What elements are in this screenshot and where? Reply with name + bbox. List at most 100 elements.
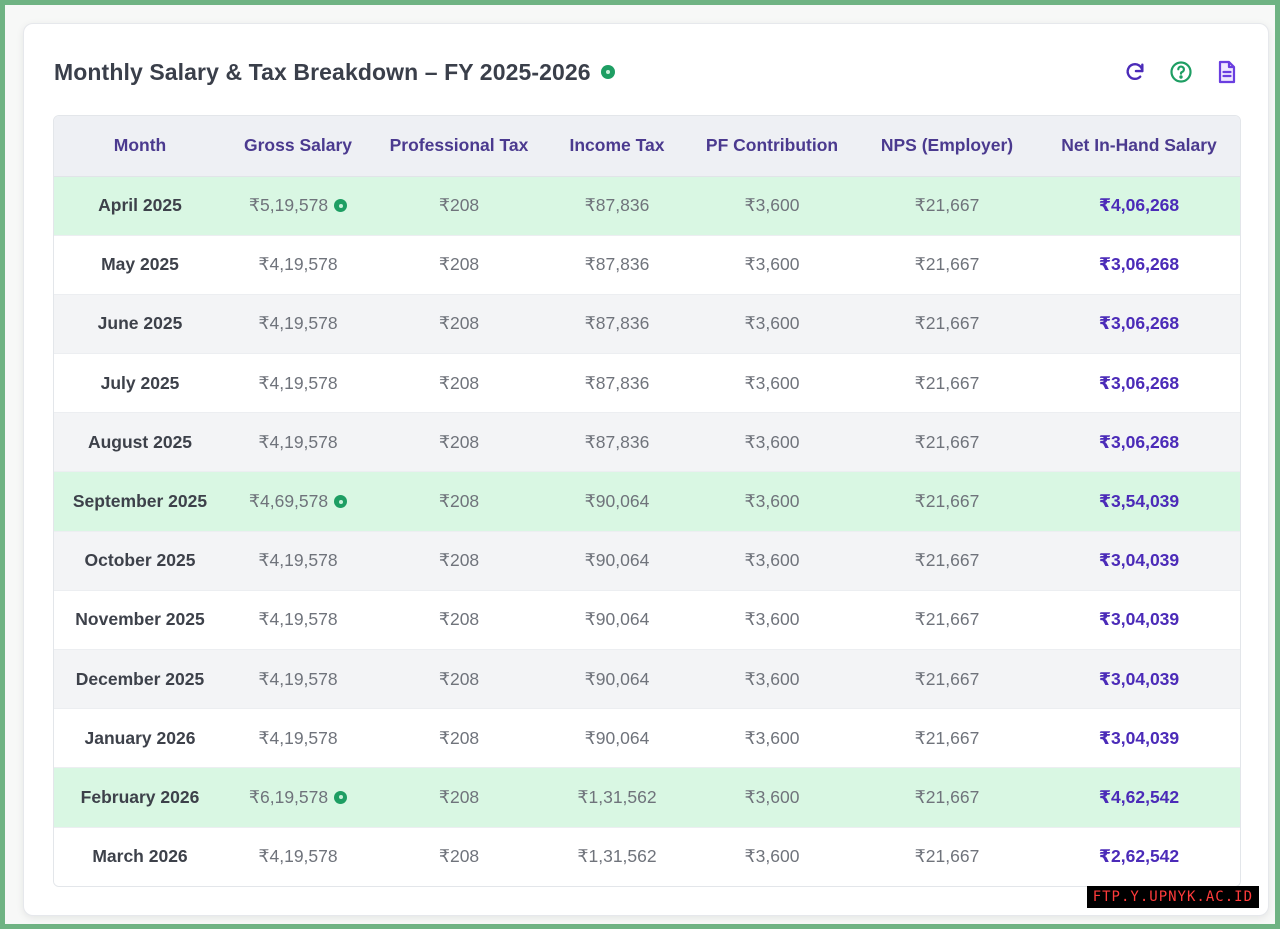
cell-month: August 2025	[54, 412, 226, 473]
cell-professional-tax: ₹208	[370, 294, 548, 355]
gross-salary-value: ₹4,19,578	[258, 550, 338, 571]
export-document-button[interactable]	[1214, 59, 1240, 85]
cell-nps-employer: ₹21,667	[858, 590, 1036, 651]
column-header-professional-tax[interactable]: Professional Tax	[370, 116, 548, 177]
cell-professional-tax: ₹208	[370, 176, 548, 236]
cell-net-in-hand: ₹3,04,039	[1036, 649, 1240, 710]
cell-month: June 2025	[54, 294, 226, 355]
cell-month: July 2025	[54, 353, 226, 414]
gross-salary-value: ₹6,19,578	[248, 786, 329, 807]
cell-pf-contribution: ₹3,600	[686, 590, 858, 651]
gross-salary-wrap: ₹4,69,578	[249, 491, 348, 512]
cell-month: February 2026	[54, 767, 226, 828]
cell-gross-salary: ₹5,19,578	[226, 176, 370, 236]
cell-gross-salary: ₹4,19,578	[226, 590, 370, 651]
cell-pf-contribution: ₹3,600	[686, 412, 858, 473]
title-wrap: Monthly Salary & Tax Breakdown – FY 2025…	[54, 59, 615, 86]
cell-month: May 2025	[54, 235, 226, 295]
document-icon	[1218, 60, 1236, 84]
gross-salary-wrap: ₹4,19,578	[258, 669, 337, 690]
cell-pf-contribution: ₹3,600	[686, 176, 858, 236]
gross-salary-wrap: ₹4,19,578	[258, 609, 337, 630]
cell-professional-tax: ₹208	[370, 412, 548, 473]
cell-nps-employer: ₹21,667	[858, 471, 1036, 532]
table-row: April 2025 ₹5,19,578 ₹208 ₹87,836 ₹3,600 ₹21,…	[54, 176, 1240, 236]
cell-net-in-hand: ₹3,06,268	[1036, 353, 1240, 414]
cell-income-tax: ₹90,064	[548, 590, 686, 651]
cell-pf-contribution: ₹3,600	[686, 708, 858, 769]
cell-professional-tax: ₹208	[370, 827, 548, 886]
gross-salary-wrap: ₹4,19,578	[258, 728, 337, 749]
cell-net-in-hand: ₹3,04,039	[1036, 531, 1240, 591]
bonus-indicator-icon[interactable]	[334, 495, 348, 509]
cell-income-tax: ₹87,836	[548, 235, 686, 295]
cell-month: April 2025	[54, 176, 226, 236]
table-row: September 2025 ₹4,69,578 ₹208 ₹90,064 ₹3,600…	[54, 471, 1240, 532]
table-body: April 2025 ₹5,19,578 ₹208 ₹87,836 ₹3,600 ₹21,…	[54, 176, 1240, 886]
cell-gross-salary: ₹4,69,578	[226, 471, 370, 532]
cell-income-tax: ₹87,836	[548, 176, 686, 236]
gross-salary-wrap: ₹4,19,578	[258, 550, 337, 571]
gross-salary-value: ₹4,19,578	[258, 609, 338, 630]
salary-card: Monthly Salary & Tax Breakdown – FY 2025…	[23, 23, 1269, 916]
cell-net-in-hand: ₹3,06,268	[1036, 412, 1240, 473]
cell-nps-employer: ₹21,667	[858, 708, 1036, 769]
column-header-pf-contribution[interactable]: PF Contribution	[686, 116, 858, 177]
refresh-icon	[1126, 63, 1144, 80]
cell-nps-employer: ₹21,667	[858, 294, 1036, 355]
cell-income-tax: ₹87,836	[548, 353, 686, 414]
cell-month: November 2025	[54, 590, 226, 651]
cell-professional-tax: ₹208	[370, 767, 548, 828]
table-row: August 2025 ₹4,19,578 ₹208 ₹87,836 ₹3,600 ₹21…	[54, 412, 1240, 473]
cell-income-tax: ₹87,836	[548, 412, 686, 473]
cell-nps-employer: ₹21,667	[858, 353, 1036, 414]
cell-professional-tax: ₹208	[370, 590, 548, 651]
cell-gross-salary: ₹4,19,578	[226, 235, 370, 295]
cell-gross-salary: ₹4,19,578	[226, 649, 370, 710]
bonus-indicator-icon[interactable]	[334, 199, 348, 213]
column-header-month[interactable]: Month	[54, 116, 226, 177]
cell-income-tax: ₹90,064	[548, 471, 686, 532]
refresh-button[interactable]	[1122, 59, 1148, 85]
cell-nps-employer: ₹21,667	[858, 412, 1036, 473]
cell-nps-employer: ₹21,667	[858, 176, 1036, 236]
cell-nps-employer: ₹21,667	[858, 531, 1036, 591]
cell-gross-salary: ₹4,19,578	[226, 827, 370, 886]
help-button[interactable]	[1168, 59, 1194, 85]
column-header-net-in-hand[interactable]: Net In-Hand Salary	[1036, 116, 1240, 177]
cell-pf-contribution: ₹3,600	[686, 235, 858, 295]
toolbar	[1122, 59, 1240, 85]
cell-pf-contribution: ₹3,600	[686, 353, 858, 414]
watermark-label: FTP.Y.UPNYK.AC.ID	[1086, 886, 1259, 908]
cell-professional-tax: ₹208	[370, 471, 548, 532]
cell-net-in-hand: ₹4,62,542	[1036, 767, 1240, 828]
gross-salary-wrap: ₹4,19,578	[258, 254, 337, 275]
gross-salary-value: ₹4,19,578	[258, 313, 338, 334]
cell-gross-salary: ₹4,19,578	[226, 353, 370, 414]
column-header-nps-employer[interactable]: NPS (Employer)	[858, 116, 1036, 177]
cell-net-in-hand: ₹3,06,268	[1036, 294, 1240, 355]
column-header-income-tax[interactable]: Income Tax	[548, 116, 686, 177]
cell-income-tax: ₹90,064	[548, 649, 686, 710]
cell-nps-employer: ₹21,667	[858, 235, 1036, 295]
salary-table-container: Month Gross Salary Professional Tax Inco…	[53, 115, 1241, 887]
cell-month: March 2026	[54, 827, 226, 886]
cell-professional-tax: ₹208	[370, 531, 548, 591]
cell-gross-salary: ₹6,19,578	[226, 767, 370, 828]
gross-salary-value: ₹5,19,578	[248, 195, 329, 216]
cell-net-in-hand: ₹3,54,039	[1036, 471, 1240, 532]
card-header: Monthly Salary & Tax Breakdown – FY 2025…	[54, 56, 1240, 88]
cell-income-tax: ₹1,31,562	[548, 767, 686, 828]
cell-month: January 2026	[54, 708, 226, 769]
column-header-gross-salary[interactable]: Gross Salary	[226, 116, 370, 177]
gross-salary-value: ₹4,19,578	[258, 372, 338, 393]
gross-salary-wrap: ₹6,19,578	[248, 786, 348, 808]
gross-salary-value: ₹4,19,578	[258, 254, 338, 275]
cell-nps-employer: ₹21,667	[858, 827, 1036, 886]
cell-pf-contribution: ₹3,600	[686, 827, 858, 886]
bonus-indicator-icon[interactable]	[334, 790, 348, 804]
gross-salary-value: ₹4,19,578	[258, 846, 338, 867]
cell-income-tax: ₹90,064	[548, 708, 686, 769]
cell-net-in-hand: ₹3,04,039	[1036, 708, 1240, 769]
